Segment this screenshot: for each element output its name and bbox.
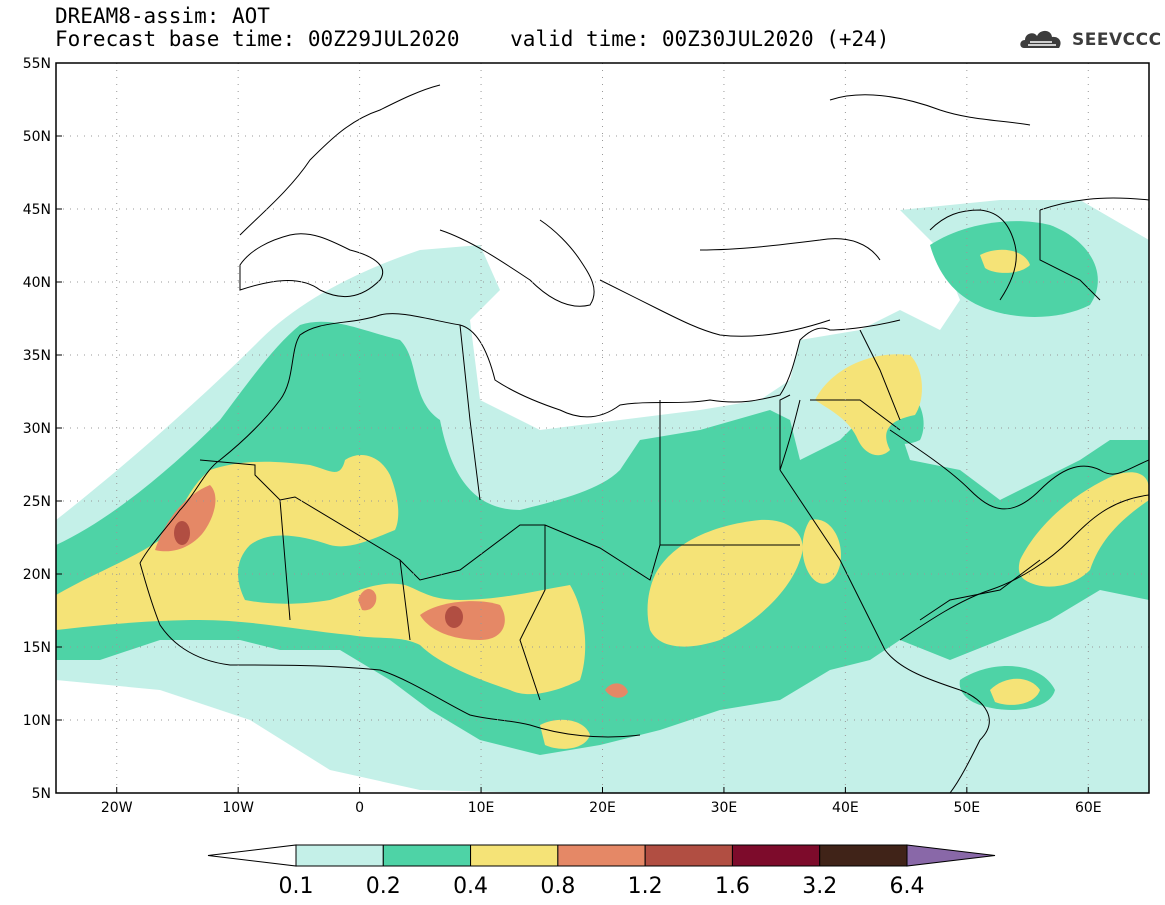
lon-tick-label: 0 [355, 800, 364, 816]
coastlines [139, 84, 1149, 793]
seevccc-logo: SEEVCCC [1018, 24, 1161, 56]
country-borders [199, 210, 1101, 701]
time-info: Forecast base time: 00Z29JUL2020 valid t… [55, 28, 889, 50]
lat-tick-label: 40N [23, 275, 51, 291]
lon-tick-label: 10W [222, 800, 254, 816]
colorbar-label: 1.2 [628, 874, 663, 899]
lon-tick-label: 40E [832, 800, 859, 816]
lat-tick-label: 30N [23, 421, 51, 437]
lat-tick-label: 25N [23, 494, 51, 510]
lat-tick-label: 50N [23, 129, 51, 145]
lat-tick-label: 55N [23, 56, 51, 72]
aot-level-1.2 [174, 521, 463, 628]
lat-tick-label: 20N [23, 567, 51, 583]
colorbar-swatch [731, 844, 821, 867]
lat-tick-label: 15N [23, 640, 51, 656]
colorbar-label: 1.6 [715, 874, 750, 899]
lon-tick-label: 20E [589, 800, 616, 816]
chart-title: DREAM8-assim: AOT [55, 4, 270, 28]
colorbar-max-extension [906, 844, 996, 867]
lon-tick-label: 50E [953, 800, 980, 816]
colorbar-swatch [557, 844, 646, 867]
colorbar-label: 0.2 [366, 874, 401, 899]
colorbar-swatch [295, 844, 384, 867]
colorbar-swatch [382, 844, 472, 867]
colorbar: 0.1 0.2 0.4 0.8 1.2 1.6 3.2 6.4 [207, 844, 996, 899]
colorbar-swatch [819, 844, 908, 867]
lon-tick-label: 30E [711, 800, 738, 816]
valid-time: valid time: 00Z30JUL2020 (+24) [510, 27, 890, 51]
lat-tick-label: 10N [23, 713, 51, 729]
colorbar-label: 3.2 [802, 874, 837, 899]
colorbar-swatch [470, 844, 559, 867]
colorbar-swatch [644, 844, 733, 867]
colorbar-label: 0.8 [540, 874, 575, 899]
lat-tick-label: 45N [23, 202, 51, 218]
lat-tick-label: 5N [32, 786, 51, 802]
logo-text: SEEVCCC [1072, 30, 1162, 50]
graticule [56, 63, 1149, 793]
forecast-base-time: Forecast base time: 00Z29JUL2020 [55, 27, 460, 51]
axis-ticks: 55N 50N 45N 40N 35N 30N 25N 20N 15N 10N 5N 20W 10W 0 1… [23, 56, 1102, 816]
lon-tick-label: 20W [101, 800, 133, 816]
cloud-logo-icon [1020, 30, 1061, 48]
aot-field [56, 200, 1149, 793]
colorbar-label: 0.4 [453, 874, 488, 899]
colorbar-label: 0.1 [279, 874, 314, 899]
lat-tick-label: 35N [23, 348, 51, 364]
colorbar-min-extension [207, 844, 297, 867]
aot-level-0.8 [155, 485, 628, 698]
colorbar-label: 6.4 [890, 874, 925, 899]
lon-tick-label: 10E [468, 800, 495, 816]
lon-tick-label: 60E [1075, 800, 1102, 816]
